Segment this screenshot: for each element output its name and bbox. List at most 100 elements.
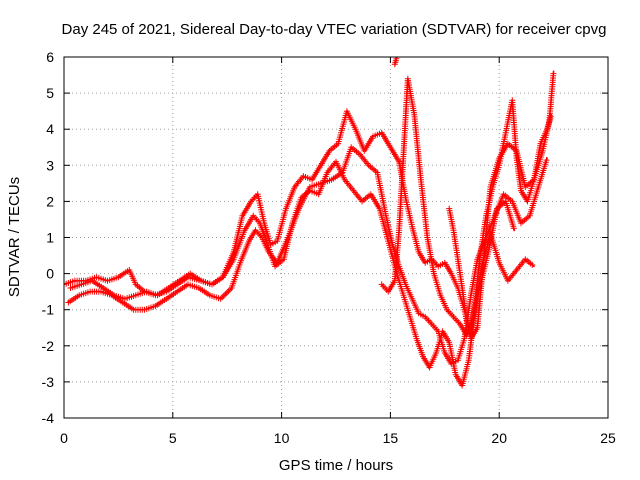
data-point-markers bbox=[483, 186, 496, 219]
data-point-markers bbox=[195, 285, 211, 298]
data-point-markers bbox=[376, 205, 391, 242]
data-point-markers bbox=[496, 132, 509, 169]
data-point-markers bbox=[272, 257, 285, 270]
data-point-markers bbox=[267, 239, 279, 248]
data-point-markers bbox=[428, 321, 440, 333]
data-point-markers bbox=[404, 75, 417, 116]
data-point-markers bbox=[411, 111, 424, 181]
data-point-markers bbox=[374, 169, 389, 217]
data-point-markers bbox=[152, 297, 168, 310]
data-point-markers bbox=[339, 146, 354, 176]
data-point-markers bbox=[356, 151, 371, 167]
data-point-markers bbox=[176, 271, 192, 284]
data-point-markers bbox=[409, 223, 422, 253]
data-point-markers bbox=[450, 313, 462, 326]
data-point-markers bbox=[230, 215, 245, 255]
data-point-markers bbox=[402, 281, 415, 300]
data-point-markers bbox=[391, 229, 402, 284]
data-point-markers bbox=[143, 288, 159, 298]
series-track-4 bbox=[378, 75, 517, 338]
data-point-markers bbox=[485, 207, 500, 255]
data-point-markers bbox=[250, 212, 262, 225]
data-point-markers bbox=[454, 256, 465, 289]
data-point-markers bbox=[174, 282, 190, 295]
y-tick-label: 1 bbox=[46, 230, 54, 246]
data-point-markers bbox=[544, 113, 554, 133]
data-point-markers bbox=[67, 282, 83, 291]
data-point-markers bbox=[467, 301, 478, 335]
data-point-markers bbox=[326, 142, 340, 154]
data-point-markers bbox=[317, 149, 332, 169]
data-point-markers bbox=[217, 286, 233, 302]
data-point-markers bbox=[450, 227, 461, 260]
y-tick-label: -1 bbox=[42, 302, 55, 318]
data-point-markers bbox=[306, 181, 322, 190]
y-tick-labels: -4 -3 -2 -1 0 1 2 3 4 5 6 bbox=[42, 49, 55, 426]
data-point-markers bbox=[535, 157, 550, 190]
data-point-markers bbox=[370, 130, 383, 140]
data-point-markers bbox=[219, 258, 236, 281]
data-point-markers bbox=[348, 144, 362, 156]
data-point-markers bbox=[526, 186, 541, 219]
data-point-markers bbox=[444, 306, 455, 319]
data-point-markers bbox=[454, 337, 467, 364]
series-track-5 bbox=[446, 97, 554, 335]
data-point-markers bbox=[198, 277, 213, 287]
data-point-markers bbox=[206, 292, 222, 302]
data-point-markers bbox=[537, 128, 550, 147]
data-point-markers bbox=[300, 173, 313, 182]
data-point-markers bbox=[422, 257, 433, 266]
data-point-markers bbox=[154, 286, 170, 299]
data-point-markers bbox=[446, 205, 457, 232]
data-point-markers bbox=[383, 212, 396, 246]
data-point-markers bbox=[111, 292, 126, 302]
data-point-markers bbox=[64, 278, 76, 288]
data-point-markers bbox=[132, 289, 148, 299]
data-point-markers bbox=[415, 248, 428, 264]
data-point-markers bbox=[385, 279, 397, 295]
data-point-markers bbox=[165, 279, 181, 291]
data-point-markers bbox=[439, 328, 452, 344]
data-point-markers bbox=[341, 176, 355, 192]
data-point-markers bbox=[500, 191, 514, 203]
data-point-markers bbox=[524, 178, 537, 205]
data-point-markers bbox=[65, 293, 81, 306]
x-tick-label: 15 bbox=[383, 430, 399, 446]
data-point-markers bbox=[274, 207, 289, 245]
data-point-markers bbox=[391, 59, 399, 68]
y-tick-label: 5 bbox=[46, 85, 54, 101]
x-axis-label: GPS time / hours bbox=[279, 457, 393, 474]
data-point-markers bbox=[387, 144, 401, 163]
data-point-markers bbox=[531, 142, 544, 183]
data-point-markers bbox=[187, 270, 203, 283]
data-point-markers bbox=[309, 164, 323, 183]
data-point-markers bbox=[489, 164, 502, 190]
series-track-6 bbox=[391, 57, 400, 68]
data-point-markers bbox=[435, 261, 446, 270]
data-point-markers bbox=[283, 185, 297, 212]
axis-ticks bbox=[63, 56, 609, 419]
data-point-markers bbox=[513, 258, 527, 273]
data-point-markers bbox=[76, 289, 91, 299]
x-tick-label: 5 bbox=[169, 430, 177, 446]
x-tick-labels: 0 5 10 15 20 25 bbox=[60, 430, 616, 446]
data-point-markers bbox=[252, 227, 264, 239]
data-point-markers bbox=[424, 234, 437, 275]
data-point-markers bbox=[115, 268, 131, 281]
data-point-markers bbox=[289, 196, 304, 227]
data-point-markers bbox=[298, 189, 312, 201]
data-point-markers bbox=[402, 194, 415, 228]
data-point-markers bbox=[407, 313, 419, 340]
y-axis-label: SDTVAR / TECUs bbox=[6, 177, 23, 297]
data-point-markers bbox=[509, 198, 524, 225]
data-point-markers bbox=[237, 240, 252, 266]
data-point-markers bbox=[494, 199, 507, 212]
data-point-markers bbox=[392, 57, 400, 64]
data-point-markers bbox=[119, 299, 135, 312]
data-point-markers bbox=[446, 339, 459, 376]
x-tick-label: 0 bbox=[60, 430, 68, 446]
data-point-markers bbox=[417, 176, 431, 239]
data-point-markers bbox=[430, 270, 443, 297]
data-point-markers bbox=[263, 238, 278, 268]
data-point-markers bbox=[437, 292, 449, 311]
